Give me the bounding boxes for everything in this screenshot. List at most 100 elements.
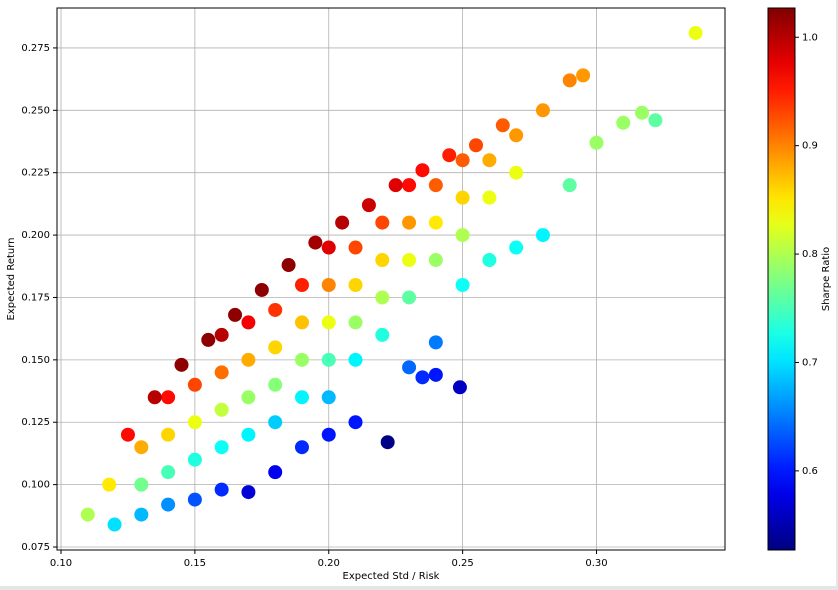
- x-tick-label: 0.20: [318, 558, 340, 569]
- point: [469, 138, 484, 153]
- point: [241, 485, 256, 500]
- y-tick-label: 0.075: [21, 542, 50, 553]
- point: [648, 113, 663, 128]
- point: [348, 277, 363, 292]
- y-tick-label: 0.125: [21, 417, 50, 428]
- point: [147, 390, 162, 405]
- colorbar-tick-label: 1.0: [802, 32, 818, 43]
- point: [214, 440, 229, 455]
- point: [535, 103, 550, 118]
- point: [442, 148, 457, 163]
- point: [375, 290, 390, 305]
- point: [428, 367, 443, 382]
- point: [348, 240, 363, 255]
- point: [294, 315, 309, 330]
- colorbar-tick-label: 0.7: [802, 357, 818, 368]
- point: [455, 190, 470, 205]
- point: [134, 507, 149, 522]
- point: [134, 440, 149, 455]
- y-tick-label: 0.250: [21, 105, 50, 116]
- point: [375, 253, 390, 268]
- colorbar: [767, 7, 796, 551]
- point: [402, 253, 417, 268]
- point: [321, 315, 336, 330]
- point: [388, 178, 403, 193]
- colorbar-label: Sharpe Ratio: [821, 247, 832, 311]
- point: [102, 477, 117, 492]
- y-tick-label: 0.200: [21, 230, 50, 241]
- point: [375, 327, 390, 342]
- y-tick-label: 0.100: [21, 480, 50, 491]
- point: [268, 340, 283, 355]
- y-tick-label: 0.150: [21, 355, 50, 366]
- point: [254, 282, 269, 297]
- point: [509, 240, 524, 255]
- y-tick-label: 0.175: [21, 292, 50, 303]
- point: [281, 258, 296, 273]
- point: [294, 352, 309, 367]
- point: [214, 327, 229, 342]
- point: [120, 427, 135, 442]
- point: [482, 190, 497, 205]
- point: [402, 290, 417, 305]
- point: [402, 215, 417, 230]
- point: [562, 178, 577, 193]
- point: [482, 153, 497, 168]
- point: [375, 215, 390, 230]
- point: [187, 415, 202, 430]
- point: [452, 380, 467, 395]
- point: [308, 235, 323, 250]
- point: [688, 25, 703, 40]
- point: [616, 115, 631, 130]
- point: [80, 507, 95, 522]
- y-axis-label: Expected Return: [6, 237, 17, 320]
- point: [294, 440, 309, 455]
- point: [214, 402, 229, 417]
- point: [321, 427, 336, 442]
- point: [380, 435, 395, 450]
- point: [161, 465, 176, 480]
- point: [294, 277, 309, 292]
- point: [268, 377, 283, 392]
- y-tick-label: 0.275: [21, 43, 50, 54]
- point: [107, 517, 122, 532]
- point: [294, 390, 309, 405]
- point: [174, 357, 189, 372]
- point: [535, 228, 550, 243]
- point: [161, 390, 176, 405]
- point: [348, 352, 363, 367]
- point: [428, 215, 443, 230]
- point: [187, 452, 202, 467]
- point: [415, 163, 430, 178]
- point: [187, 492, 202, 507]
- point: [321, 240, 336, 255]
- point: [228, 307, 243, 322]
- point: [214, 365, 229, 380]
- point: [348, 415, 363, 430]
- point: [576, 68, 591, 83]
- point: [161, 497, 176, 512]
- point: [589, 135, 604, 150]
- point: [509, 128, 524, 143]
- point: [348, 315, 363, 330]
- point: [361, 198, 376, 213]
- point: [241, 315, 256, 330]
- point: [428, 178, 443, 193]
- point: [428, 335, 443, 350]
- point: [402, 360, 417, 375]
- point: [428, 253, 443, 268]
- y-tick-label: 0.225: [21, 168, 50, 179]
- x-tick-label: 0.10: [50, 558, 72, 569]
- point: [241, 352, 256, 367]
- point: [562, 73, 577, 88]
- point: [241, 390, 256, 405]
- x-tick-label: 0.25: [451, 558, 473, 569]
- point: [268, 465, 283, 480]
- point: [402, 178, 417, 193]
- point: [321, 277, 336, 292]
- x-tick-label: 0.30: [585, 558, 607, 569]
- point: [161, 427, 176, 442]
- point: [321, 352, 336, 367]
- colorbar-tick-label: 0.8: [802, 249, 818, 260]
